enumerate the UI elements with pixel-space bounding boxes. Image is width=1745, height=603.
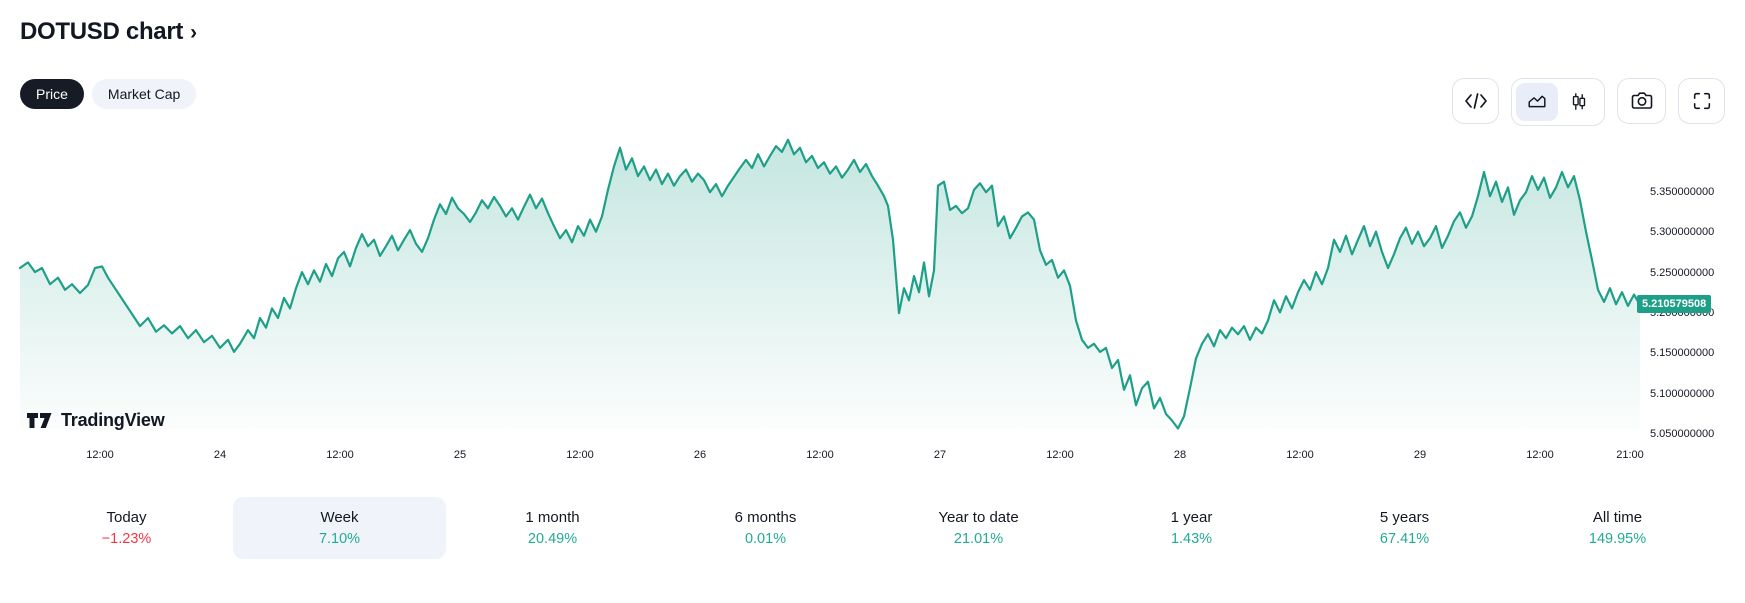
page-title[interactable]: DOTUSD chart ›	[20, 18, 197, 46]
period-tab-today[interactable]: Today −1.23%	[20, 497, 233, 559]
fullscreen-icon	[1693, 92, 1710, 110]
tradingview-logo-icon	[27, 413, 52, 428]
period-label: 6 months	[734, 509, 797, 526]
period-change-value: 149.95%	[1588, 531, 1647, 547]
period-label: 1 year	[1170, 509, 1213, 526]
chevron-right-icon: ›	[190, 20, 198, 44]
period-tab-5-years[interactable]: 5 years 67.41%	[1298, 497, 1511, 559]
price-toggle-button[interactable]: Price	[20, 79, 84, 109]
time-axis-label: 12:00	[1046, 449, 1074, 461]
time-axis-label: 12:00	[326, 449, 354, 461]
page-title-text: DOTUSD chart	[20, 18, 184, 45]
time-axis-label: 12:00	[86, 449, 114, 461]
period-tabs: Today −1.23% Week 7.10% 1 month 20.49% 6 month…	[20, 497, 1724, 559]
price-axis-label: 5.050000000	[1650, 428, 1715, 440]
time-axis-label: 29	[1413, 449, 1427, 461]
period-tab-1-month[interactable]: 1 month 20.49%	[446, 497, 659, 559]
screenshot-button[interactable]	[1617, 78, 1666, 124]
time-axis-label: 12:00	[806, 449, 834, 461]
period-tab-6-months[interactable]: 6 months 0.01%	[659, 497, 872, 559]
period-tab-all-time[interactable]: All time 149.95%	[1511, 497, 1724, 559]
period-change-value: 0.01%	[744, 531, 787, 547]
time-axis-label: 24	[213, 449, 227, 461]
period-label: 5 years	[1379, 509, 1430, 526]
tradingview-attribution[interactable]: TradingView	[26, 410, 165, 431]
period-change-value: 1.43%	[1170, 531, 1213, 547]
tradingview-wordmark: TradingView	[61, 410, 165, 430]
price-axis-label: 5.300000000	[1650, 226, 1715, 239]
price-axis-label: 5.350000000	[1650, 186, 1715, 198]
code-icon	[1464, 93, 1487, 109]
period-tab-year-to-date[interactable]: Year to date 21.01%	[872, 497, 1085, 559]
time-axis-label: 25	[453, 449, 467, 461]
period-label: Today	[106, 509, 147, 526]
period-label: 1 month	[525, 509, 580, 526]
time-axis-label: 21:00	[1616, 449, 1644, 461]
price-axis-label: 5.100000000	[1650, 387, 1715, 400]
chart-type-switcher	[1511, 78, 1605, 126]
current-price-badge: 5.210579508	[1637, 295, 1712, 314]
time-axis-label: 26	[693, 449, 707, 461]
embed-code-button[interactable]	[1452, 78, 1499, 124]
area-chart-icon	[1528, 95, 1546, 108]
time-axis-label: 28	[1173, 449, 1187, 461]
marketcap-toggle-button[interactable]: Market Cap	[91, 79, 197, 109]
period-change-value: 7.10%	[318, 531, 361, 547]
period-tab-week[interactable]: Week 7.10%	[233, 497, 446, 559]
price-axis-label: 5.150000000	[1650, 347, 1715, 360]
area-chart-type-button[interactable]	[1516, 83, 1558, 121]
period-change-value: 21.01%	[953, 531, 1004, 547]
candlestick-chart-type-button[interactable]	[1558, 83, 1600, 121]
period-change-value: 67.41%	[1379, 531, 1430, 547]
period-label: Year to date	[938, 509, 1019, 526]
period-change-value: −1.23%	[101, 531, 152, 547]
chart-line	[18, 138, 1642, 430]
fullscreen-button[interactable]	[1678, 78, 1725, 124]
time-axis-label: 27	[933, 449, 947, 461]
candlestick-icon	[1572, 93, 1586, 110]
period-change-value: 20.49%	[527, 531, 578, 547]
time-axis-label: 12:00	[566, 449, 594, 461]
period-tab-1-year[interactable]: 1 year 1.43%	[1085, 497, 1298, 559]
period-label: Week	[320, 509, 359, 526]
price-marketcap-toggle: Price Market Cap	[20, 79, 197, 109]
chart-plot-area[interactable]	[0, 130, 1745, 443]
price-axis-label: 5.250000000	[1650, 266, 1715, 279]
period-label: All time	[1592, 509, 1643, 526]
chart-toolbar	[1452, 78, 1725, 126]
time-axis-label: 12:00	[1286, 449, 1314, 461]
camera-icon	[1631, 92, 1652, 109]
chart-area-fill	[20, 139, 1640, 431]
time-axis-label: 12:00	[1526, 449, 1554, 461]
